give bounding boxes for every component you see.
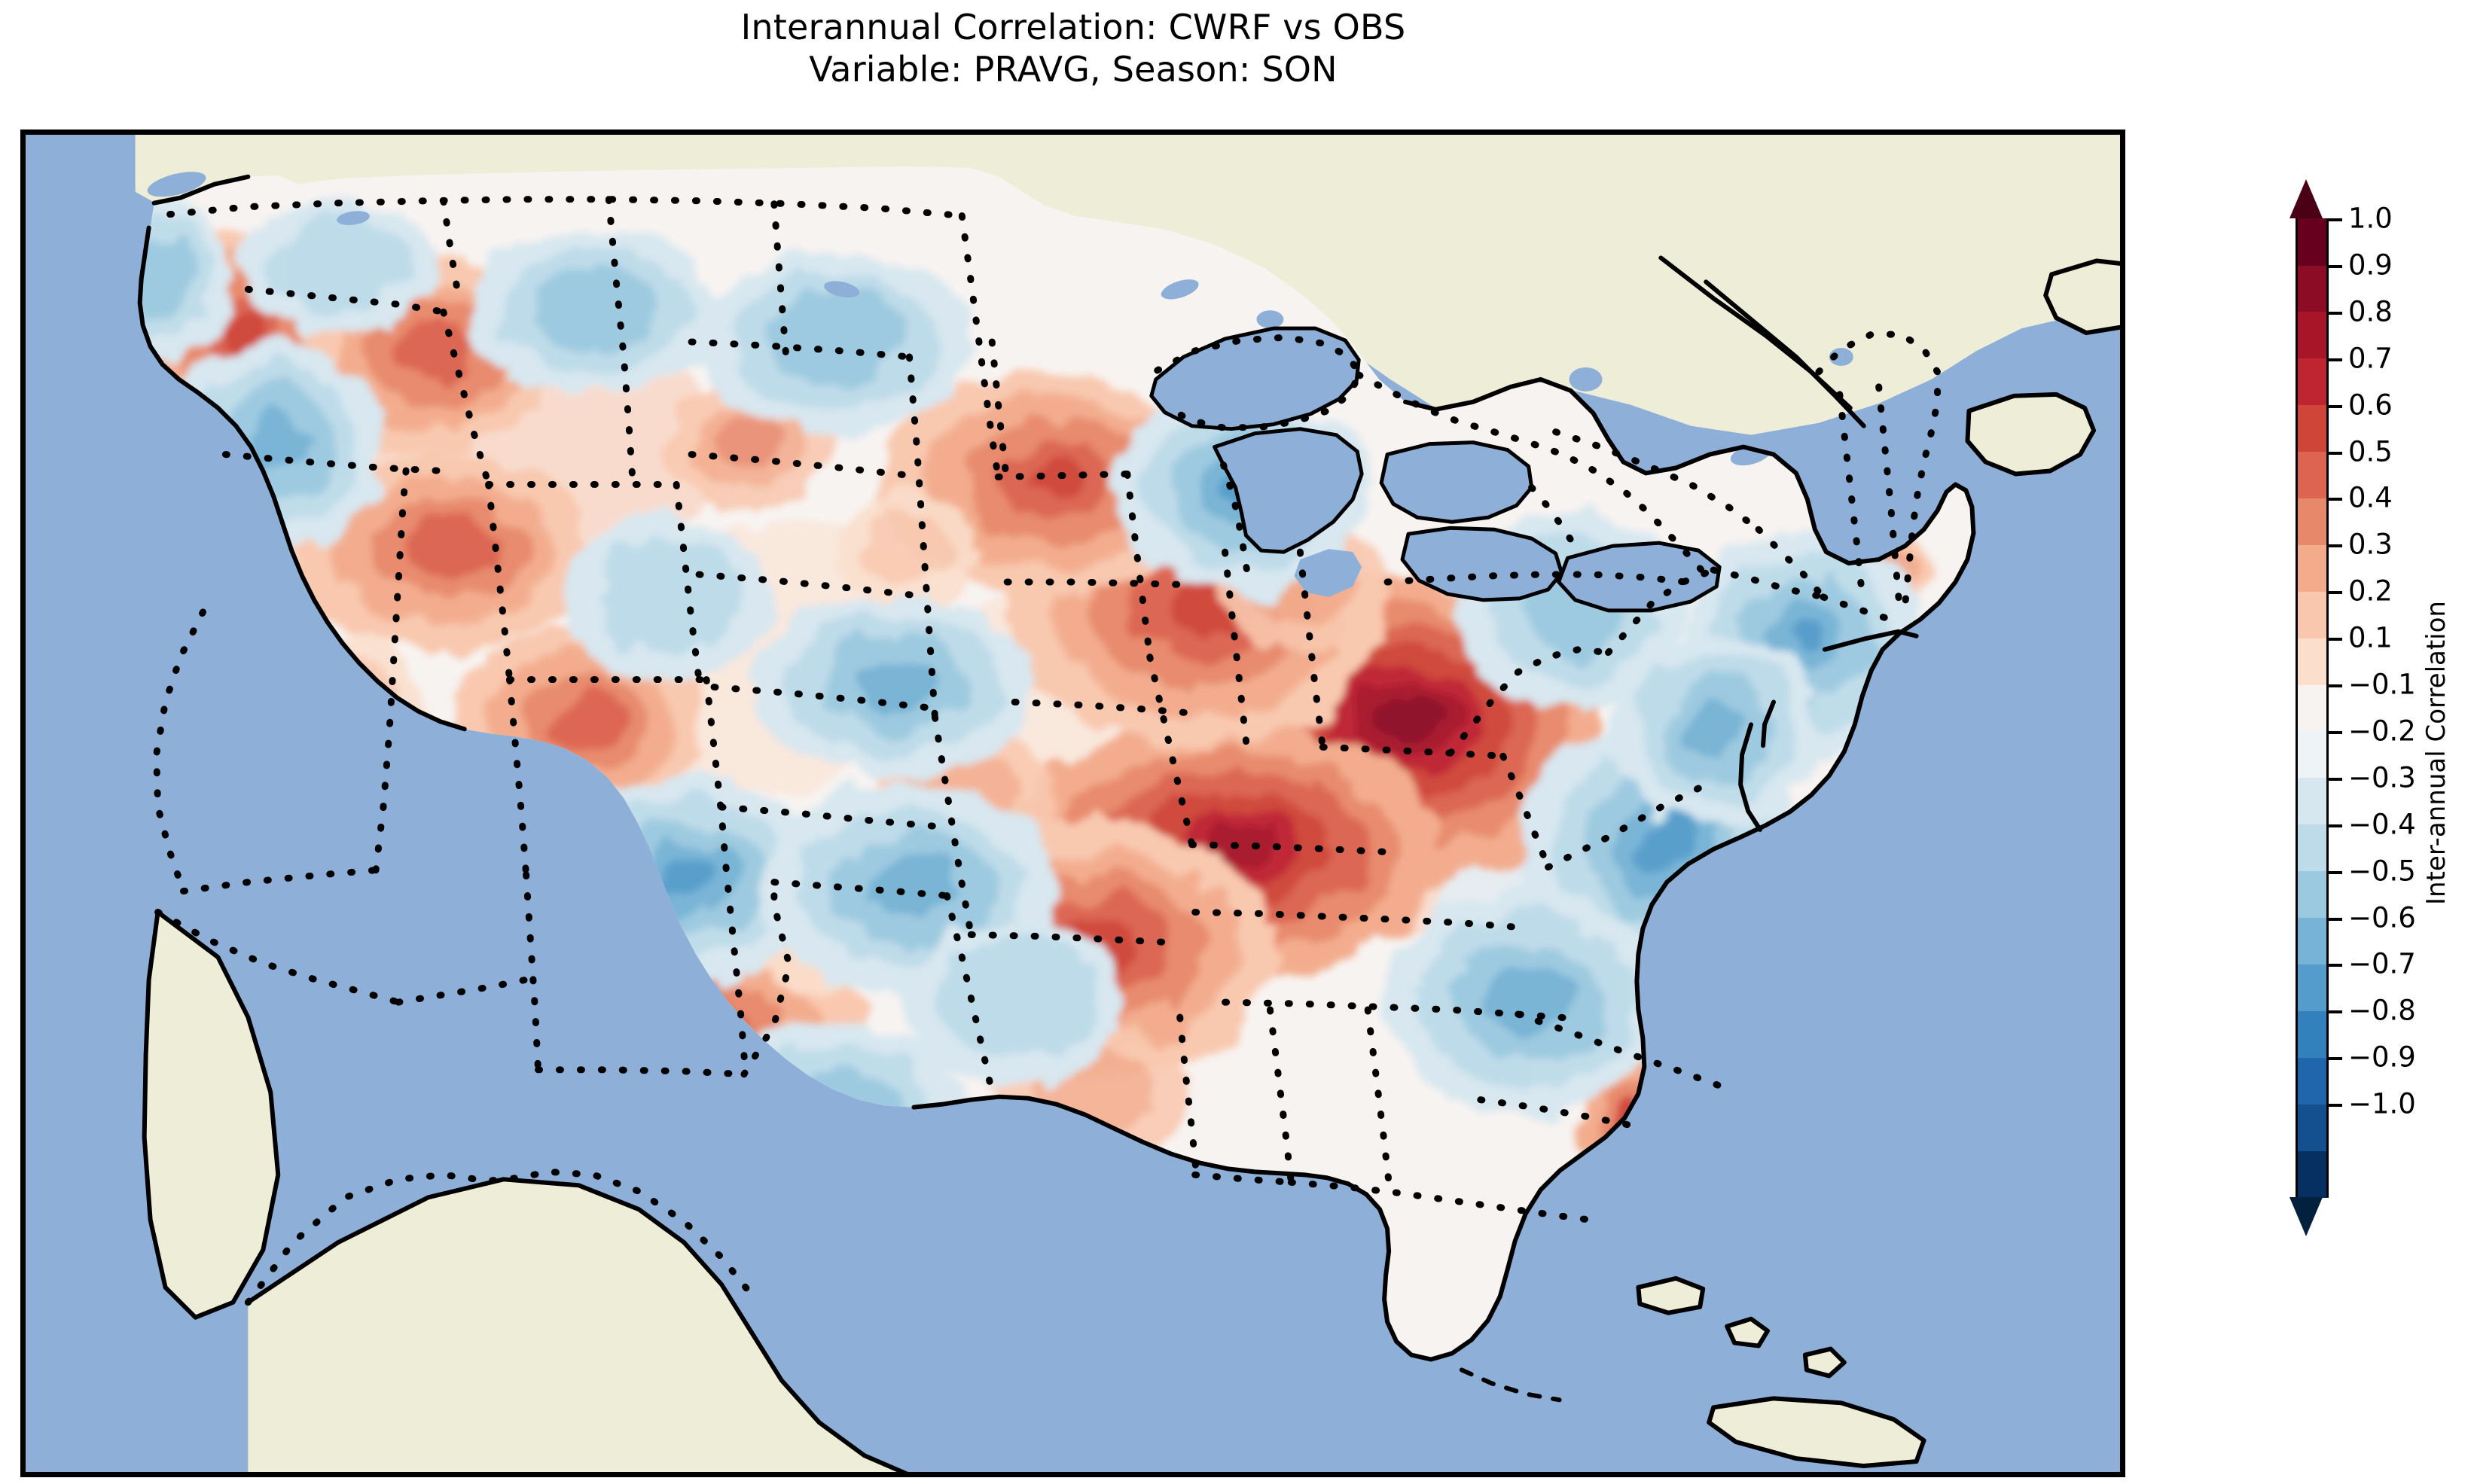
- colorbar-tick: [2329, 730, 2342, 734]
- colorbar-tick-label: 0.8: [2348, 295, 2393, 328]
- colorbar-band: [2296, 218, 2329, 266]
- map-frame-border: [23, 132, 2123, 1475]
- colorbar-tick: [2329, 1010, 2342, 1014]
- colorbar-strip[interactable]: [2296, 218, 2329, 1198]
- colorbar-tick-label: −0.5: [2348, 855, 2416, 888]
- colorbar-axis-label: Inter-annual Correlation: [2421, 601, 2451, 905]
- map-plot-area: [20, 130, 2125, 1477]
- page-title: Interannual Correlation: CWRF vs OBS: [740, 7, 1406, 47]
- min-central-plains: [751, 596, 1038, 778]
- colorbar-tick: [2329, 591, 2342, 595]
- colorbar-band: [2296, 684, 2329, 732]
- colorbar-tick: [2329, 684, 2342, 688]
- colorbar-extend-top-arrow: [2289, 179, 2323, 218]
- colorbar-tick-label: 0.2: [2348, 574, 2393, 608]
- colorbar-tick: [2329, 917, 2342, 921]
- colorbar-band: [2296, 964, 2329, 1011]
- colorbar-tick: [2329, 824, 2342, 827]
- colorbar-tick-label: 0.6: [2348, 389, 2393, 422]
- colorbar-tick-label: −1.0: [2348, 1087, 2416, 1120]
- colorbar-tick-label: −0.4: [2348, 808, 2416, 841]
- colorbar-tick-label: 0.4: [2348, 481, 2393, 514]
- min-wyoming-east: [563, 514, 774, 680]
- colorbar-band: [2296, 730, 2329, 779]
- colorbar-band: [2296, 777, 2329, 825]
- colorbar-tick-label: 0.7: [2348, 342, 2393, 375]
- colorbar-tick: [2329, 451, 2342, 455]
- colorbar-tick-label: 0.5: [2348, 435, 2393, 468]
- colorbar-tick-label: 0.3: [2348, 528, 2393, 561]
- colorbar-band: [2296, 264, 2329, 312]
- colorbar-tick-label: −0.2: [2348, 715, 2416, 748]
- colorbar-tick: [2329, 870, 2342, 874]
- chart-title-block: Interannual Correlation: CWRF vs OBS Var…: [0, 6, 2146, 90]
- colorbar-band: [2296, 870, 2329, 919]
- colorbar-tick-label: −0.9: [2348, 1041, 2416, 1074]
- colorbar-tick: [2329, 498, 2342, 501]
- great-lakes: [1151, 328, 1720, 611]
- min-washington-coast: [139, 199, 233, 364]
- colorbar-tick: [2329, 638, 2342, 641]
- correlation-map: [23, 132, 2123, 1475]
- colorbar-band: [2296, 544, 2329, 592]
- colorbar-tick-label: −0.7: [2348, 947, 2416, 980]
- colorbar-band: [2296, 1150, 2329, 1198]
- colorbar-tick-label: −0.8: [2348, 994, 2416, 1027]
- state-borders: [153, 196, 1942, 1306]
- colorbar-band: [2296, 591, 2329, 638]
- colorbar-tick-label: −0.3: [2348, 761, 2416, 794]
- colorbar-tick-label: 1.0: [2348, 202, 2393, 235]
- colorbar-band: [2296, 498, 2329, 545]
- page-subtitle: Variable: PRAVG, Season: SON: [809, 49, 1338, 90]
- colorbar-outline: [2296, 218, 2329, 1197]
- colorbar-tick: [2329, 311, 2342, 315]
- colorbar-tick: [2329, 218, 2342, 221]
- colorbar-band: [2296, 638, 2329, 685]
- colorbar-tick-label: −0.6: [2348, 901, 2416, 934]
- max-utah-wyoming: [293, 454, 594, 650]
- colorbar-tick: [2329, 1104, 2342, 1108]
- colorbar-tick-label: 0.9: [2348, 248, 2393, 282]
- colorbar-band: [2296, 451, 2329, 499]
- colorbar-band: [2296, 1057, 2329, 1105]
- colorbar-tick: [2329, 777, 2342, 781]
- colorbar-band: [2296, 358, 2329, 406]
- colorbar-tick: [2329, 358, 2342, 361]
- colorbar-band: [2296, 824, 2329, 872]
- colorbar-tick: [2329, 264, 2342, 268]
- colorbar[interactable]: Inter-annual Correlation 1.0 0.9 0.8 0.7 0.6…: [2289, 113, 2474, 1393]
- colorbar-extend-bottom-arrow: [2289, 1197, 2323, 1236]
- colorbar-tick: [2329, 404, 2342, 408]
- min-mid-atlantic: [1608, 634, 1819, 830]
- coastlines: [137, 174, 2123, 1475]
- colorbar-band: [2296, 311, 2329, 359]
- colorbar-band: [2296, 404, 2329, 453]
- colorbar-tick-label: 0.1: [2348, 621, 2393, 654]
- colorbar-tick-label: −0.1: [2348, 668, 2416, 701]
- colorbar-band: [2296, 1104, 2329, 1151]
- colorbar-tick: [2329, 1057, 2342, 1061]
- min-dakotas: [699, 251, 970, 432]
- min-oregon-idaho: [240, 199, 436, 335]
- min-montana-north: [465, 229, 722, 395]
- colorbar-tick: [2329, 544, 2342, 548]
- colorbar-band: [2296, 917, 2329, 965]
- small-lakes: [147, 172, 2016, 559]
- min-arkansas: [901, 919, 1127, 1085]
- colorbar-band: [2296, 1010, 2329, 1058]
- min-georgia-sc: [1383, 889, 1669, 1115]
- colorbar-tick: [2329, 964, 2342, 967]
